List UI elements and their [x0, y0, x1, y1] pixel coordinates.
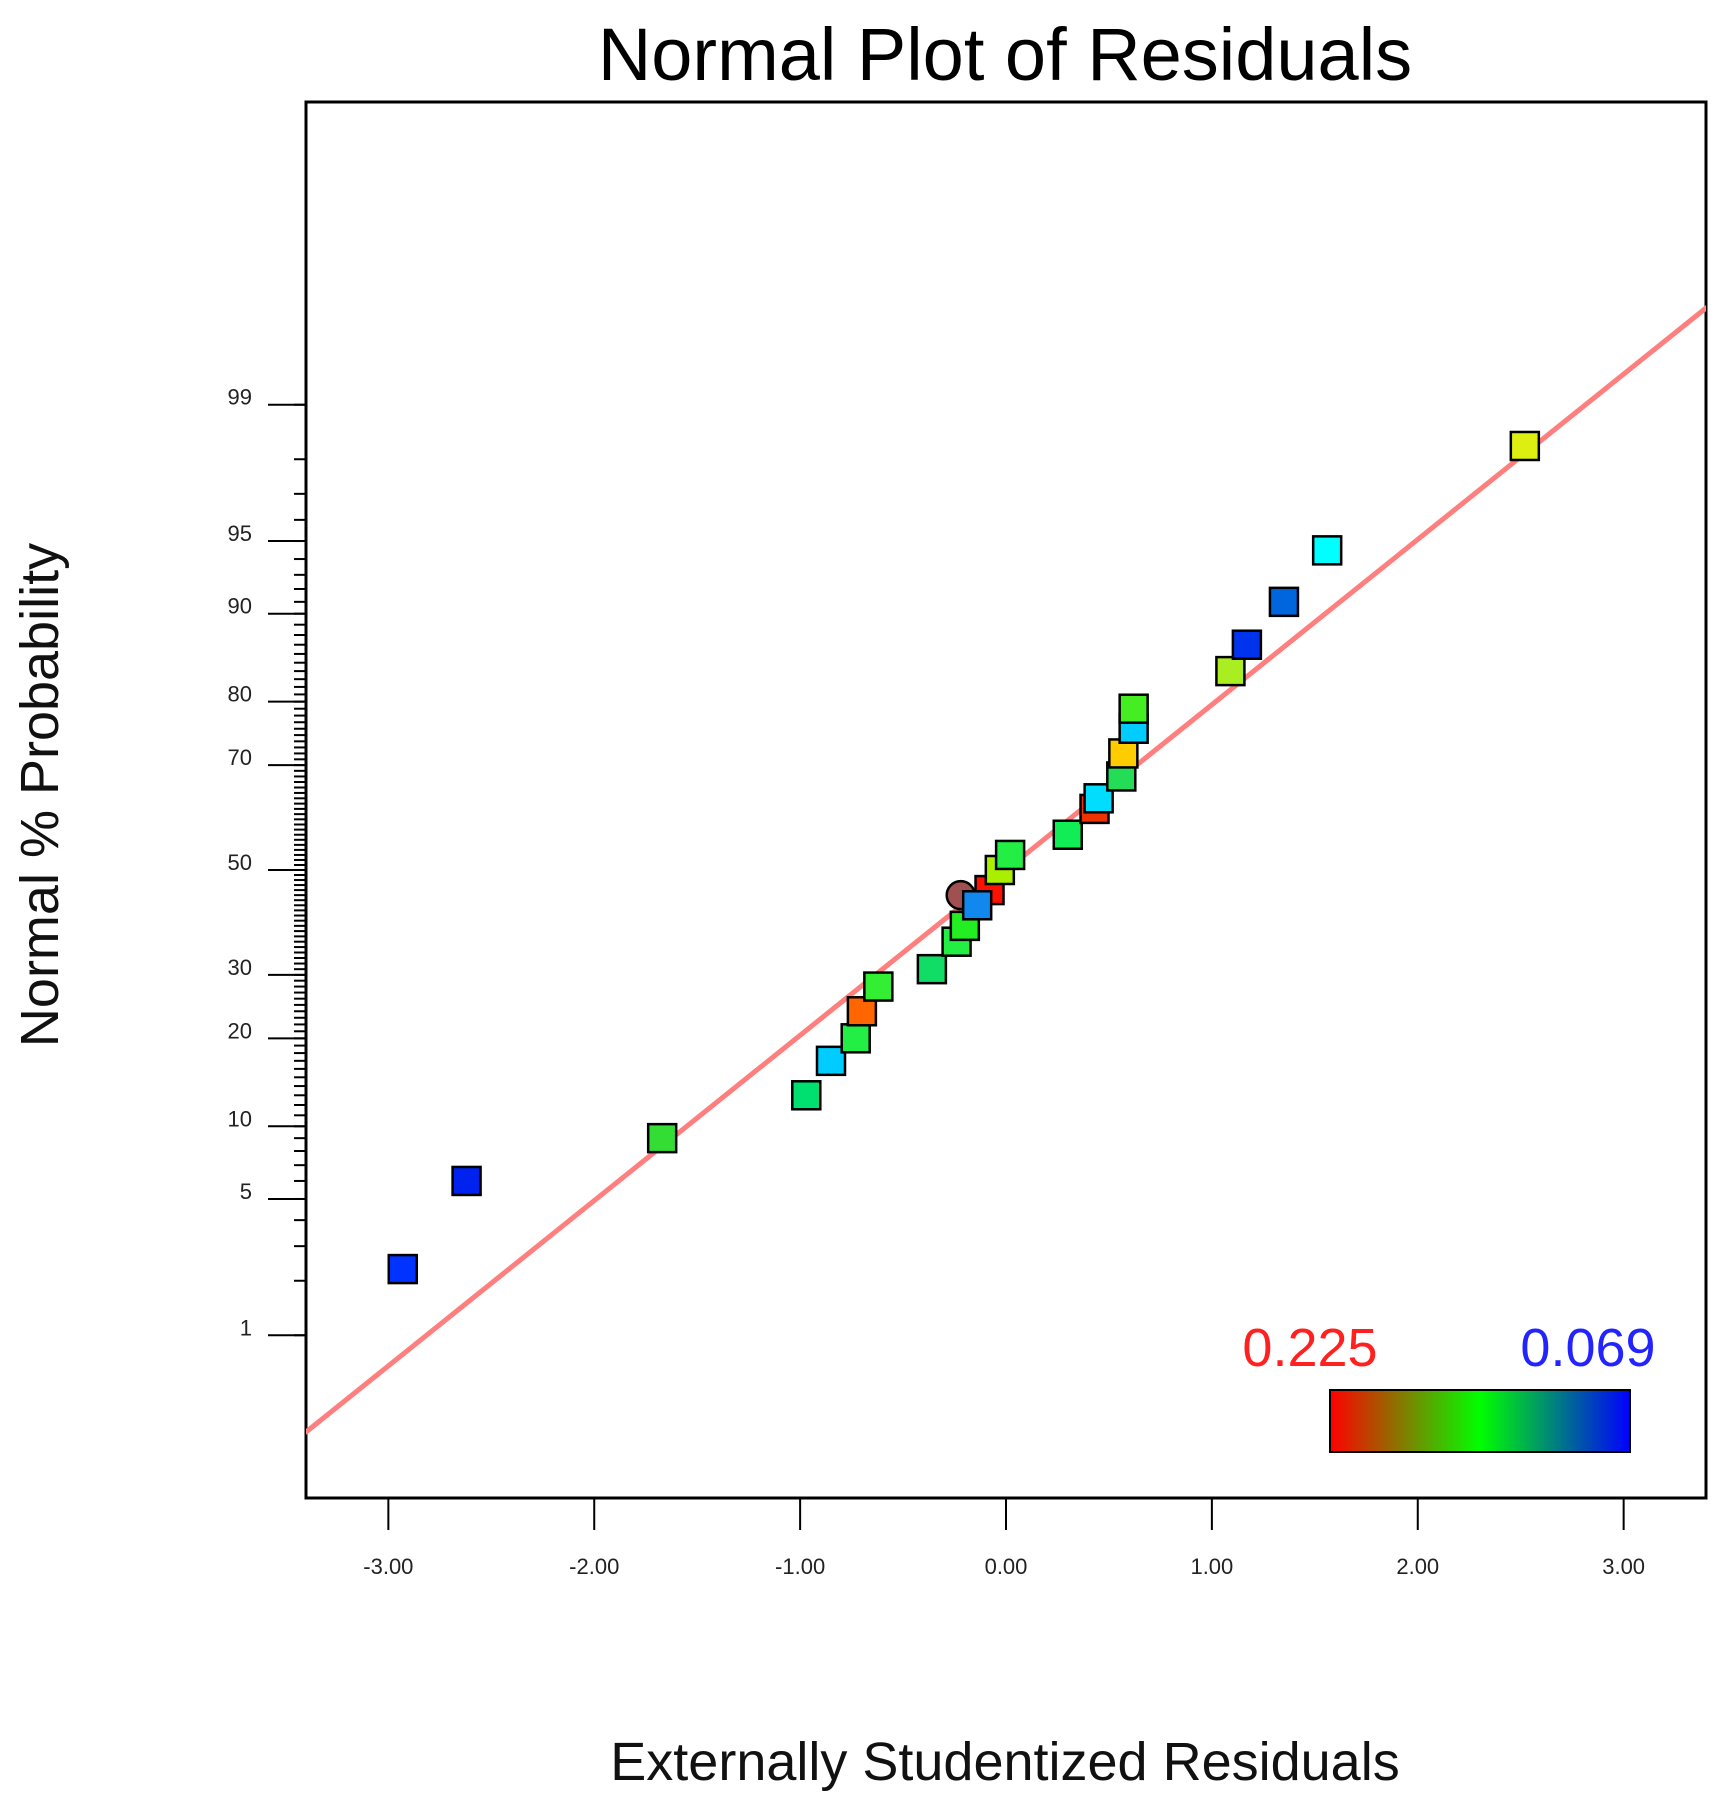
y-tick-label: 50 — [228, 850, 252, 875]
y-tick-label: 1 — [240, 1315, 252, 1340]
y-axis-ticks: 1 5 10 20 30 50 70 80 90 95 99 — [228, 385, 306, 1340]
data-point — [1509, 430, 1541, 462]
y-minor-ticks — [294, 403, 306, 1337]
y-tick-label: 90 — [228, 594, 252, 619]
data-point — [646, 1122, 678, 1154]
data-point — [1311, 535, 1343, 566]
data-point — [791, 1080, 822, 1111]
x-tick-label: 1.00 — [1190, 1554, 1233, 1579]
data-point — [840, 1023, 871, 1054]
x-axis-label: Externally Studentized Residuals — [610, 1732, 1399, 1792]
data-point — [916, 953, 948, 985]
data-point — [961, 890, 993, 921]
y-tick-label: 30 — [228, 955, 252, 980]
chart-title: Normal Plot of Residuals — [598, 13, 1412, 96]
x-tick-label: 2.00 — [1396, 1554, 1439, 1579]
data-point — [994, 839, 1026, 871]
y-tick-label: 20 — [228, 1018, 252, 1043]
y-tick-label: 10 — [228, 1106, 252, 1131]
data-point — [1052, 819, 1084, 850]
color-scale-max-label: 0.069 — [1520, 1318, 1655, 1378]
data-points — [387, 430, 1541, 1285]
y-tick-label: 70 — [228, 745, 252, 770]
color-scale-bar — [1329, 1389, 1631, 1453]
data-point — [1108, 738, 1139, 769]
y-tick-label: 95 — [228, 521, 252, 546]
data-point — [1268, 586, 1300, 618]
y-tick-label: 5 — [240, 1179, 252, 1204]
data-point — [451, 1165, 482, 1197]
y-axis-label: Normal % Probability — [10, 543, 70, 1047]
data-point — [1215, 655, 1246, 687]
y-tick-label: 99 — [228, 385, 252, 410]
data-point — [815, 1045, 847, 1077]
x-axis-ticks: -3.00 -2.00 -1.00 0.00 1.00 2.00 3.00 — [363, 1498, 1645, 1579]
x-tick-label: -1.00 — [775, 1554, 825, 1579]
data-point — [387, 1253, 419, 1285]
y-tick-label: 80 — [228, 682, 252, 707]
x-tick-label: -3.00 — [363, 1554, 413, 1579]
plot-frame — [304, 100, 1708, 1500]
x-tick-label: -2.00 — [569, 1554, 619, 1579]
color-scale-min-label: 0.225 — [1242, 1318, 1377, 1378]
data-point — [1118, 693, 1149, 724]
x-tick-label: 3.00 — [1602, 1554, 1645, 1579]
data-point — [1231, 629, 1263, 660]
x-tick-label: 0.00 — [985, 1554, 1028, 1579]
data-point — [863, 971, 894, 1002]
data-point — [846, 996, 878, 1027]
